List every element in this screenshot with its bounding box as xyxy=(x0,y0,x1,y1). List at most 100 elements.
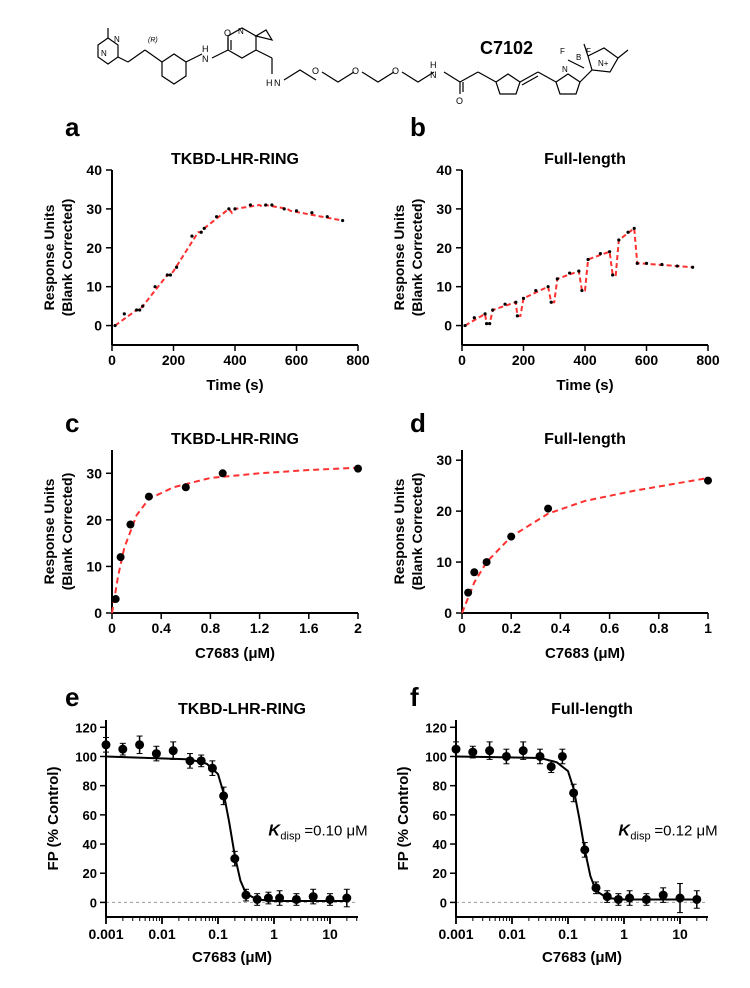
svg-text:O: O xyxy=(352,66,359,76)
svg-text:60: 60 xyxy=(83,808,97,823)
svg-text:FP (% Control): FP (% Control) xyxy=(45,767,62,871)
svg-text:O: O xyxy=(456,96,463,105)
svg-text:80: 80 xyxy=(83,779,97,794)
svg-text:F: F xyxy=(560,47,565,56)
svg-text:Full-length: Full-length xyxy=(544,151,626,168)
svg-text:0.4: 0.4 xyxy=(151,620,171,636)
svg-text:0: 0 xyxy=(444,318,452,334)
molecule-label: C7102 xyxy=(480,38,533,59)
svg-text:10: 10 xyxy=(436,279,452,295)
svg-text:40: 40 xyxy=(83,837,97,852)
panel-letter-b: b xyxy=(410,112,426,143)
svg-text:600: 600 xyxy=(285,352,309,368)
svg-text:30: 30 xyxy=(436,452,452,468)
svg-text:0: 0 xyxy=(94,318,102,334)
svg-text:Time (s): Time (s) xyxy=(556,377,613,394)
svg-text:10: 10 xyxy=(86,279,102,295)
svg-text:disp: disp xyxy=(630,830,650,842)
svg-text:Response Units: Response Units xyxy=(41,204,57,310)
svg-text:80: 80 xyxy=(433,779,447,794)
svg-text:0.2: 0.2 xyxy=(501,620,521,636)
svg-text:120: 120 xyxy=(425,720,447,735)
svg-text:1.2: 1.2 xyxy=(250,620,270,636)
svg-text:N: N xyxy=(430,70,437,80)
svg-text:C7683 (μM): C7683 (μM) xyxy=(195,645,275,662)
svg-text:1: 1 xyxy=(620,926,628,942)
svg-text:0.1: 0.1 xyxy=(558,926,578,942)
svg-text:1: 1 xyxy=(704,620,712,636)
svg-text:0: 0 xyxy=(90,895,97,910)
svg-text:0: 0 xyxy=(440,895,447,910)
svg-text:400: 400 xyxy=(573,352,597,368)
svg-text:Full-length: Full-length xyxy=(551,701,633,718)
svg-text:Response Units: Response Units xyxy=(391,204,407,310)
chart-a: 0200400600800010203040TKBD-LHR-RINGTime … xyxy=(40,140,370,400)
svg-text:120: 120 xyxy=(75,720,97,735)
chart-e: 0.0010.010.1110020406080100120TKBD-LHR-R… xyxy=(40,692,370,972)
svg-text:0.01: 0.01 xyxy=(498,926,525,942)
svg-text:600: 600 xyxy=(635,352,659,368)
svg-text:0.8: 0.8 xyxy=(201,620,221,636)
svg-text:TKBD-LHR-RING: TKBD-LHR-RING xyxy=(171,151,299,168)
svg-text:TKBD-LHR-RING: TKBD-LHR-RING xyxy=(171,431,299,448)
svg-text:0.001: 0.001 xyxy=(438,926,473,942)
svg-text:0.001: 0.001 xyxy=(88,926,123,942)
svg-text:Full-length: Full-length xyxy=(544,431,626,448)
svg-text:disp: disp xyxy=(280,830,300,842)
svg-text:N: N xyxy=(274,78,281,88)
svg-text:F: F xyxy=(586,47,591,56)
svg-text:0.8: 0.8 xyxy=(649,620,669,636)
svg-text:20: 20 xyxy=(433,866,447,881)
svg-text:(R): (R) xyxy=(148,37,158,44)
svg-text:10: 10 xyxy=(672,926,688,942)
svg-text:0: 0 xyxy=(458,352,466,368)
svg-text:H: H xyxy=(266,78,273,88)
svg-text:100: 100 xyxy=(425,749,447,764)
svg-text:60: 60 xyxy=(433,808,447,823)
svg-text:0: 0 xyxy=(458,620,466,636)
svg-text:100: 100 xyxy=(75,749,97,764)
svg-text:10: 10 xyxy=(436,554,452,570)
chart-b: 0200400600800010203040Full-lengthTime (s… xyxy=(390,140,720,400)
svg-text:400: 400 xyxy=(223,352,247,368)
svg-text:40: 40 xyxy=(436,162,452,178)
svg-text:FP (% Control): FP (% Control) xyxy=(395,767,412,871)
chart-c: 00.40.81.21.620102030TKBD-LHR-RINGC7683 … xyxy=(40,420,370,668)
svg-text:(Blank Corrected): (Blank Corrected) xyxy=(59,473,75,590)
svg-text:N: N xyxy=(238,27,244,36)
chart-d: 00.20.40.60.810102030Full-lengthC7683 (μ… xyxy=(390,420,720,668)
svg-text:30: 30 xyxy=(86,465,102,481)
svg-text:200: 200 xyxy=(512,352,536,368)
svg-text:(Blank Corrected): (Blank Corrected) xyxy=(409,473,425,590)
svg-text:(Blank Corrected): (Blank Corrected) xyxy=(409,199,425,316)
svg-text:10: 10 xyxy=(86,558,102,574)
svg-text:N: N xyxy=(202,54,209,64)
svg-text:40: 40 xyxy=(433,837,447,852)
svg-text:O: O xyxy=(392,66,399,76)
svg-text:1.6: 1.6 xyxy=(299,620,319,636)
svg-text:0: 0 xyxy=(108,352,116,368)
svg-text:Time (s): Time (s) xyxy=(206,377,263,394)
svg-text:0: 0 xyxy=(108,620,116,636)
svg-text:30: 30 xyxy=(436,201,452,217)
svg-text:20: 20 xyxy=(86,512,102,528)
svg-text:10: 10 xyxy=(322,926,338,942)
chart-f: 0.0010.010.1110020406080100120Full-lengt… xyxy=(390,692,720,972)
svg-text:N: N xyxy=(562,65,568,74)
svg-text:800: 800 xyxy=(346,352,370,368)
svg-text:N: N xyxy=(114,35,120,44)
svg-text:(Blank Corrected): (Blank Corrected) xyxy=(59,199,75,316)
svg-text:30: 30 xyxy=(86,201,102,217)
svg-text:=0.10 μM: =0.10 μM xyxy=(304,822,367,839)
svg-text:=0.12 μM: =0.12 μM xyxy=(654,822,717,839)
svg-text:N: N xyxy=(101,49,107,58)
svg-text:H: H xyxy=(430,60,437,70)
svg-text:1: 1 xyxy=(270,926,278,942)
svg-text:20: 20 xyxy=(436,240,452,256)
svg-text:0: 0 xyxy=(94,605,102,621)
svg-text:TKBD-LHR-RING: TKBD-LHR-RING xyxy=(178,701,306,718)
svg-text:2: 2 xyxy=(354,620,362,636)
svg-text:O: O xyxy=(312,66,319,76)
svg-text:0.1: 0.1 xyxy=(208,926,228,942)
svg-text:N+: N+ xyxy=(598,59,609,68)
